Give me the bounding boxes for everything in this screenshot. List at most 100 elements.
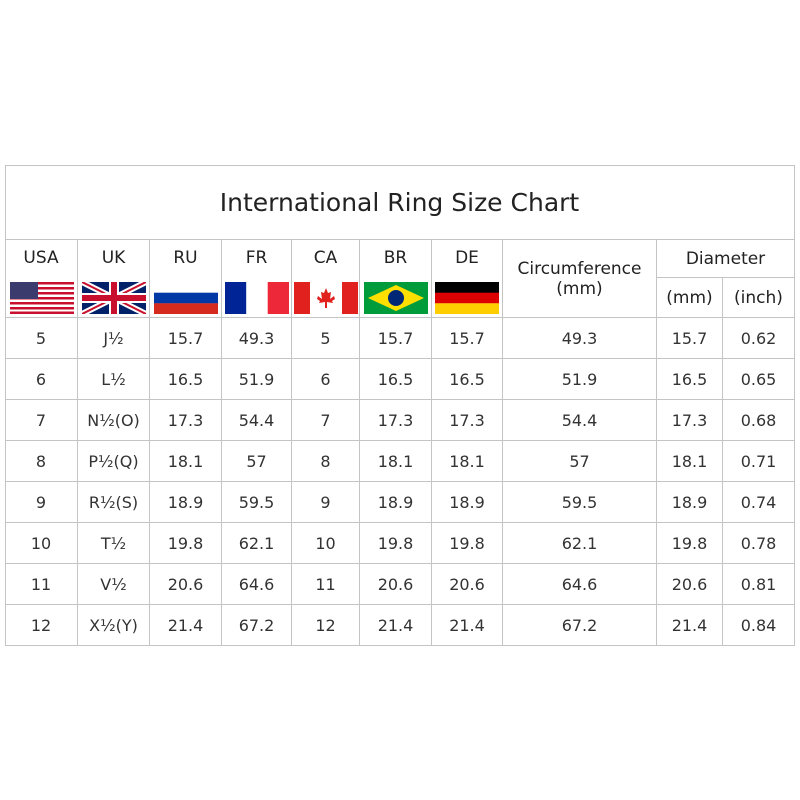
table-cell: 9 [292, 482, 360, 523]
flag-usa [10, 282, 74, 314]
title: International Ring Size Chart [5, 165, 795, 240]
table-cell: 0.71 [723, 441, 795, 482]
table-cell: 18.9 [360, 482, 432, 523]
table-cell-text: 20.6 [671, 574, 708, 594]
table-cell: 16.5 [360, 359, 432, 400]
diameter-unit-text: (mm) [666, 287, 713, 308]
table-frame [5, 165, 795, 646]
table-cell-text: P½(Q) [88, 451, 139, 471]
table-cell-text: 49.3 [561, 328, 598, 348]
table-cell: 17.3 [360, 400, 432, 441]
table-cell: 11 [5, 564, 78, 605]
table-cell: 64.6 [503, 564, 657, 605]
table-cell-text: 51.9 [561, 369, 598, 389]
table-cell-text: 20.6 [167, 574, 204, 594]
table-cell: 67.2 [222, 605, 292, 646]
table-cell: 0.62 [723, 318, 795, 359]
table-cell-text: X½(Y) [89, 615, 138, 635]
table-cell-text: 21.4 [377, 615, 414, 635]
table-cell-text: J½ [103, 328, 124, 348]
table-cell: 59.5 [222, 482, 292, 523]
table-cell: V½ [78, 564, 150, 605]
table-cell: J½ [78, 318, 150, 359]
table-cell: T½ [78, 523, 150, 564]
table-cell: 19.8 [150, 523, 222, 564]
table-cell: 10 [5, 523, 78, 564]
table-cell: 0.78 [723, 523, 795, 564]
table-cell-text: 20.6 [377, 574, 414, 594]
table-cell: 0.81 [723, 564, 795, 605]
table-cell: 18.1 [360, 441, 432, 482]
table-cell: 18.9 [150, 482, 222, 523]
table-cell: 0.74 [723, 482, 795, 523]
table-cell: 49.3 [503, 318, 657, 359]
country-code: UK [78, 240, 150, 318]
diameter-unit-text: (inch) [734, 287, 783, 308]
table-cell: X½(Y) [78, 605, 150, 646]
circumference-header-text: Circumference [517, 258, 642, 279]
table-cell: 7 [292, 400, 360, 441]
table-cell-text: 15.7 [167, 328, 204, 348]
table-cell-text: 18.9 [671, 492, 708, 512]
table-cell-text: 0.65 [740, 369, 777, 389]
table-cell: 18.9 [657, 482, 723, 523]
country-code: DE [432, 240, 503, 318]
table-cell-text: 0.62 [740, 328, 777, 348]
table-cell-text: 18.9 [167, 492, 204, 512]
country-code: RU [150, 240, 222, 318]
table-cell-text: 6 [320, 369, 331, 389]
circumference-header-text: (mm) [556, 278, 603, 299]
table-cell: 16.5 [150, 359, 222, 400]
table-cell-text: 18.1 [377, 451, 414, 471]
diameter-header: Diameter [657, 240, 795, 278]
table-cell-text: T½ [100, 533, 127, 553]
table-cell: 7 [5, 400, 78, 441]
flag-fr [225, 282, 289, 314]
table-cell-text: 8 [320, 451, 331, 471]
table-cell: 15.7 [432, 318, 503, 359]
table-cell-text: 12 [315, 615, 336, 635]
table-cell-text: 19.8 [671, 533, 708, 553]
table-cell: 57 [222, 441, 292, 482]
table-cell: 57 [503, 441, 657, 482]
table-cell-text: 0.84 [740, 615, 777, 635]
table-cell: 8 [292, 441, 360, 482]
table-cell: 0.65 [723, 359, 795, 400]
table-cell: 5 [5, 318, 78, 359]
country-code-text: USA [23, 248, 59, 268]
country-code-text: CA [313, 248, 338, 268]
table-cell-text: 0.81 [740, 574, 777, 594]
table-cell-text: 18.1 [671, 451, 708, 471]
table-cell: 0.84 [723, 605, 795, 646]
table-cell-text: 21.4 [449, 615, 485, 635]
table-cell: 21.4 [432, 605, 503, 646]
table-cell: 16.5 [657, 359, 723, 400]
table-cell-text: 67.2 [561, 615, 598, 635]
table-cell: 8 [5, 441, 78, 482]
table-cell-text: 19.8 [449, 533, 485, 553]
table-cell-text: 15.7 [671, 328, 708, 348]
table-cell-text: 20.6 [449, 574, 485, 594]
table-cell-text: 8 [35, 451, 47, 471]
table-cell-text: N½(O) [87, 410, 140, 430]
table-cell: L½ [78, 359, 150, 400]
table-cell-text: 16.5 [671, 369, 708, 389]
table-cell-text: 57 [246, 451, 267, 471]
table-cell: 18.9 [432, 482, 503, 523]
table-cell: 6 [292, 359, 360, 400]
table-cell-text: 18.1 [449, 451, 485, 471]
table-cell-text: 59.5 [238, 492, 275, 512]
table-cell-text: 7 [35, 410, 47, 430]
table-cell-text: 57 [569, 451, 590, 471]
table-cell-text: 62.1 [238, 533, 275, 553]
table-cell: 16.5 [432, 359, 503, 400]
table-cell: 20.6 [657, 564, 723, 605]
table-cell: 18.1 [657, 441, 723, 482]
table-cell-text: 59.5 [561, 492, 598, 512]
table-cell-text: 16.5 [377, 369, 414, 389]
country-code-text: BR [383, 248, 408, 268]
table-cell: N½(O) [78, 400, 150, 441]
country-code-text: DE [455, 248, 479, 268]
table-cell: 15.7 [360, 318, 432, 359]
